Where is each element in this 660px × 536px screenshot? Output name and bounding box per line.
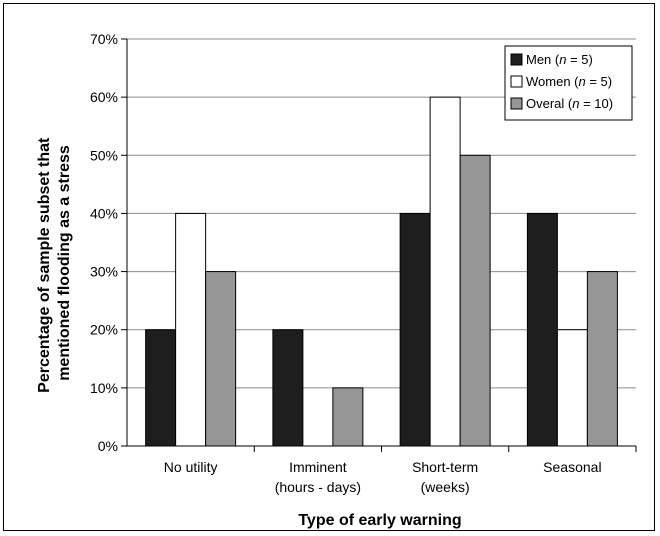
y-tick-label: 60% <box>90 89 118 105</box>
x-axis-title: Type of early warning <box>298 512 461 529</box>
y-tick-label: 0% <box>98 438 118 454</box>
legend-swatch <box>510 53 523 66</box>
y-tick-labels: 0% 10% 20% 30% 40% 50% 60% 70% <box>90 31 118 454</box>
legend-label: Men (n = 5) <box>526 52 593 67</box>
x-tick-label: Imminent (hours - days) <box>275 459 361 495</box>
y-tick-label: 50% <box>90 147 118 163</box>
y-tick-label: 20% <box>90 322 118 338</box>
bar-women <box>429 96 461 447</box>
y-tick-label: 30% <box>90 264 118 280</box>
bar-women <box>556 329 588 447</box>
legend: Men (n = 5) Women (n = 5) Overal (n = 10) <box>504 45 633 121</box>
x-tick-label: No utility <box>164 459 218 475</box>
x-tick-labels: No utility Imminent (hours - days) Short-te… <box>164 459 602 495</box>
legend-label: Women (n = 5) <box>526 74 612 89</box>
bars <box>145 96 618 447</box>
bar-men <box>145 329 177 447</box>
legend-swatch <box>510 97 523 110</box>
y-tick-label: 70% <box>90 31 118 47</box>
bar-overal <box>205 271 237 447</box>
y-tick-label: 40% <box>90 205 118 221</box>
bar-men <box>526 212 558 447</box>
x-tick-label: Short-term (weeks) <box>412 459 478 495</box>
legend-box <box>504 45 633 121</box>
x-tick-label: Seasonal <box>543 459 601 475</box>
y-axis-title: Percentage of sample subset that mention… <box>36 133 73 393</box>
bar-men <box>272 329 304 447</box>
bar-men <box>399 212 431 447</box>
bar-women <box>175 212 207 447</box>
axes <box>121 38 637 452</box>
legend-label: Overal (n = 10) <box>526 96 613 111</box>
legend-swatch <box>510 75 523 88</box>
bar-overal <box>332 387 364 447</box>
bar-overal <box>459 154 491 447</box>
bar-overal <box>586 271 618 447</box>
y-tick-label: 10% <box>90 380 118 396</box>
